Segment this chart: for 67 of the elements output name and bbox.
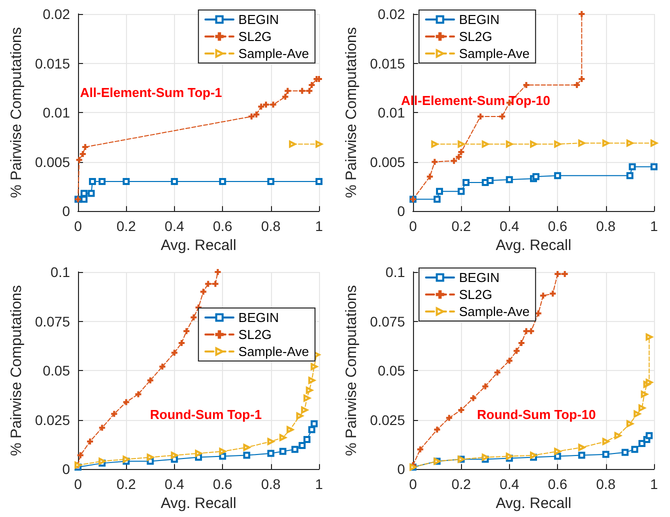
x-tick-label: 0 — [74, 218, 82, 234]
x-axis-title: Avg. Recall — [496, 237, 572, 254]
legend-label: Sample-Ave — [459, 46, 530, 61]
x-tick-label: 0.2 — [451, 476, 472, 492]
y-tick-label: 0.02 — [42, 6, 70, 22]
y-tick-label: 0.015 — [370, 55, 406, 72]
y-tick-label: 0.075 — [370, 313, 406, 330]
x-tick-label: 0.2 — [116, 218, 136, 234]
annotation: Round-Sum Top-10 — [477, 407, 596, 422]
x-tick-label: 0.8 — [261, 476, 281, 492]
x-tick-label: 0.6 — [212, 476, 233, 492]
legend-label: SL2G — [238, 327, 272, 342]
y-tick-label: 0.1 — [386, 264, 406, 280]
y-tick-label: 0.005 — [370, 154, 406, 170]
x-tick-label: 0.6 — [548, 476, 568, 492]
x-axis-title: Avg. Recall — [160, 495, 236, 512]
x-tick-label: 0.4 — [500, 218, 520, 234]
legend-label: SL2G — [459, 29, 492, 44]
legend-label: Sample-Ave — [459, 304, 530, 319]
x-tick-label: 0.8 — [596, 476, 616, 492]
x-tick-label: 0.4 — [164, 476, 184, 492]
legend-label: BEGIN — [459, 270, 500, 285]
x-tick-label: 0.8 — [596, 218, 616, 234]
x-tick-label: 0.8 — [261, 218, 281, 234]
y-tick-label: 0 — [397, 203, 406, 220]
x-axis-title: Avg. Recall — [160, 237, 236, 254]
y-tick-label: 0.05 — [378, 362, 406, 379]
x-tick-label: 0.2 — [116, 476, 136, 492]
y-tick-label: 0.025 — [370, 412, 406, 428]
y-tick-label: 0 — [397, 461, 406, 478]
y-tick-label: 0.075 — [34, 313, 70, 330]
legend-label: SL2G — [238, 29, 272, 44]
x-tick-label: 0.4 — [164, 218, 184, 234]
annotation: All-Element-Sum Top-1 — [80, 85, 222, 100]
y-tick-label: 0.015 — [34, 55, 70, 72]
y-tick-label: 0.01 — [42, 104, 70, 121]
x-tick-label: 0 — [409, 218, 418, 234]
y-tick-label: 0 — [62, 461, 70, 478]
x-tick-label: 1 — [315, 476, 324, 492]
y-axis-title: % Pairwise Computations — [343, 285, 360, 456]
y-axis-title: % Pairwise Computations — [8, 285, 26, 456]
legend-label: BEGIN — [459, 12, 500, 27]
x-tick-label: 0.2 — [451, 218, 472, 234]
legend-label: Sample-Ave — [238, 344, 310, 359]
y-tick-label: 0.005 — [34, 154, 70, 170]
legend-label: SL2G — [459, 287, 492, 302]
x-tick-label: 1 — [650, 218, 658, 234]
annotation: Round-Sum Top-1 — [150, 407, 262, 422]
y-tick-label: 0.02 — [378, 6, 406, 22]
y-tick-label: 0.05 — [42, 362, 70, 379]
x-tick-label: 0 — [409, 476, 418, 492]
y-tick-label: 0 — [62, 203, 70, 220]
x-tick-label: 0.6 — [212, 218, 233, 234]
x-tick-label: 0.6 — [548, 218, 568, 234]
legend-label: Sample-Ave — [238, 46, 310, 61]
y-tick-label: 0.025 — [34, 412, 70, 428]
legend-label: BEGIN — [238, 12, 279, 27]
y-tick-label: 0.1 — [50, 264, 70, 280]
x-tick-label: 1 — [650, 476, 658, 492]
y-axis-title: % Pairwise Computations — [8, 27, 26, 198]
x-axis-title: Avg. Recall — [496, 495, 572, 512]
y-tick-label: 0.01 — [378, 104, 406, 121]
x-tick-label: 1 — [315, 218, 324, 234]
legend-label: BEGIN — [238, 310, 279, 325]
x-tick-label: 0 — [74, 476, 82, 492]
x-tick-label: 0.4 — [500, 476, 520, 492]
y-axis-title: % Pairwise Computations — [343, 27, 360, 198]
